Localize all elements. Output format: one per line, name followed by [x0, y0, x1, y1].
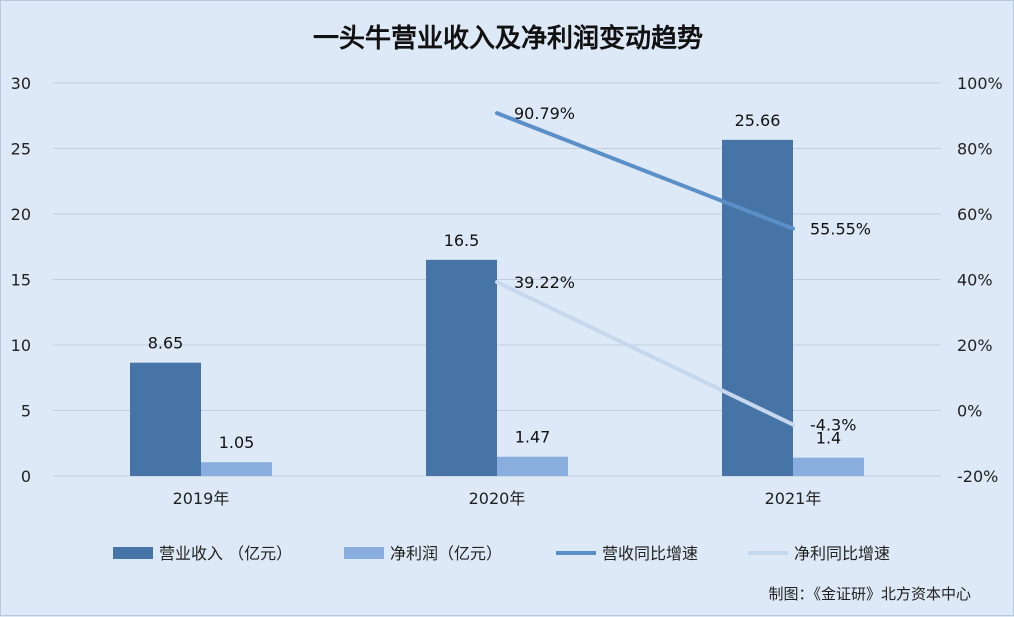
- legend-label: 净利润（亿元）: [390, 544, 502, 563]
- y-right-tick-label: 20%: [957, 336, 993, 355]
- line-profit-growth: [495, 280, 795, 427]
- bar-data-label: 8.65: [148, 334, 184, 353]
- bar-revenue: [130, 362, 201, 476]
- y-left-tick-label: 25: [11, 140, 31, 159]
- chart-credit: 制图：《金证研》北方资本中心: [768, 585, 971, 603]
- legend-label: 营收同比增速: [602, 544, 698, 563]
- bar-net-profit: [793, 457, 864, 476]
- bar-data-label: 1.05: [219, 433, 255, 452]
- legend-label: 净利同比增速: [794, 544, 890, 563]
- y-right-tick-label: 80%: [957, 140, 993, 159]
- y-left-tick-label: 20: [11, 205, 31, 224]
- x-tick-label: 2019年: [173, 489, 230, 508]
- line-data-label: 90.79%: [514, 104, 575, 123]
- bar-net-profit: [497, 456, 568, 476]
- line-data-label: -4.3%: [810, 416, 856, 435]
- x-tick-label: 2020年: [469, 489, 526, 508]
- legend-label: 营业收入 （亿元）: [159, 544, 292, 563]
- bar-net-profit: [201, 462, 272, 476]
- legend-swatch: [344, 547, 384, 559]
- bar-revenue: [722, 139, 793, 476]
- y-left-tick-label: 30: [11, 74, 31, 93]
- y-left-tick-label: 10: [11, 336, 31, 355]
- y-left-tick-label: 5: [21, 402, 31, 421]
- line-data-label: 55.55%: [810, 220, 871, 239]
- line-revenue-growth: [495, 111, 795, 231]
- y-right-tick-label: 100%: [957, 74, 1003, 93]
- bar-data-label: 16.5: [444, 231, 480, 250]
- y-right-tick-label: 60%: [957, 205, 993, 224]
- bar-data-label: 1.47: [515, 428, 551, 447]
- y-left-tick-label: 15: [11, 271, 31, 290]
- y-right-tick-label: -20%: [957, 467, 998, 486]
- legend-swatch: [113, 547, 153, 559]
- bar-revenue: [426, 259, 497, 476]
- chart-title: 一头牛营业收入及净利润变动趋势: [313, 23, 703, 54]
- line-data-label: 39.22%: [514, 273, 575, 292]
- y-left-tick-label: 0: [21, 467, 31, 486]
- bar-data-label: 1.4: [816, 429, 841, 448]
- bar-data-label: 25.66: [735, 111, 781, 130]
- y-right-tick-label: 40%: [957, 271, 993, 290]
- x-tick-label: 2021年: [765, 489, 822, 508]
- y-right-tick-label: 0%: [957, 402, 982, 421]
